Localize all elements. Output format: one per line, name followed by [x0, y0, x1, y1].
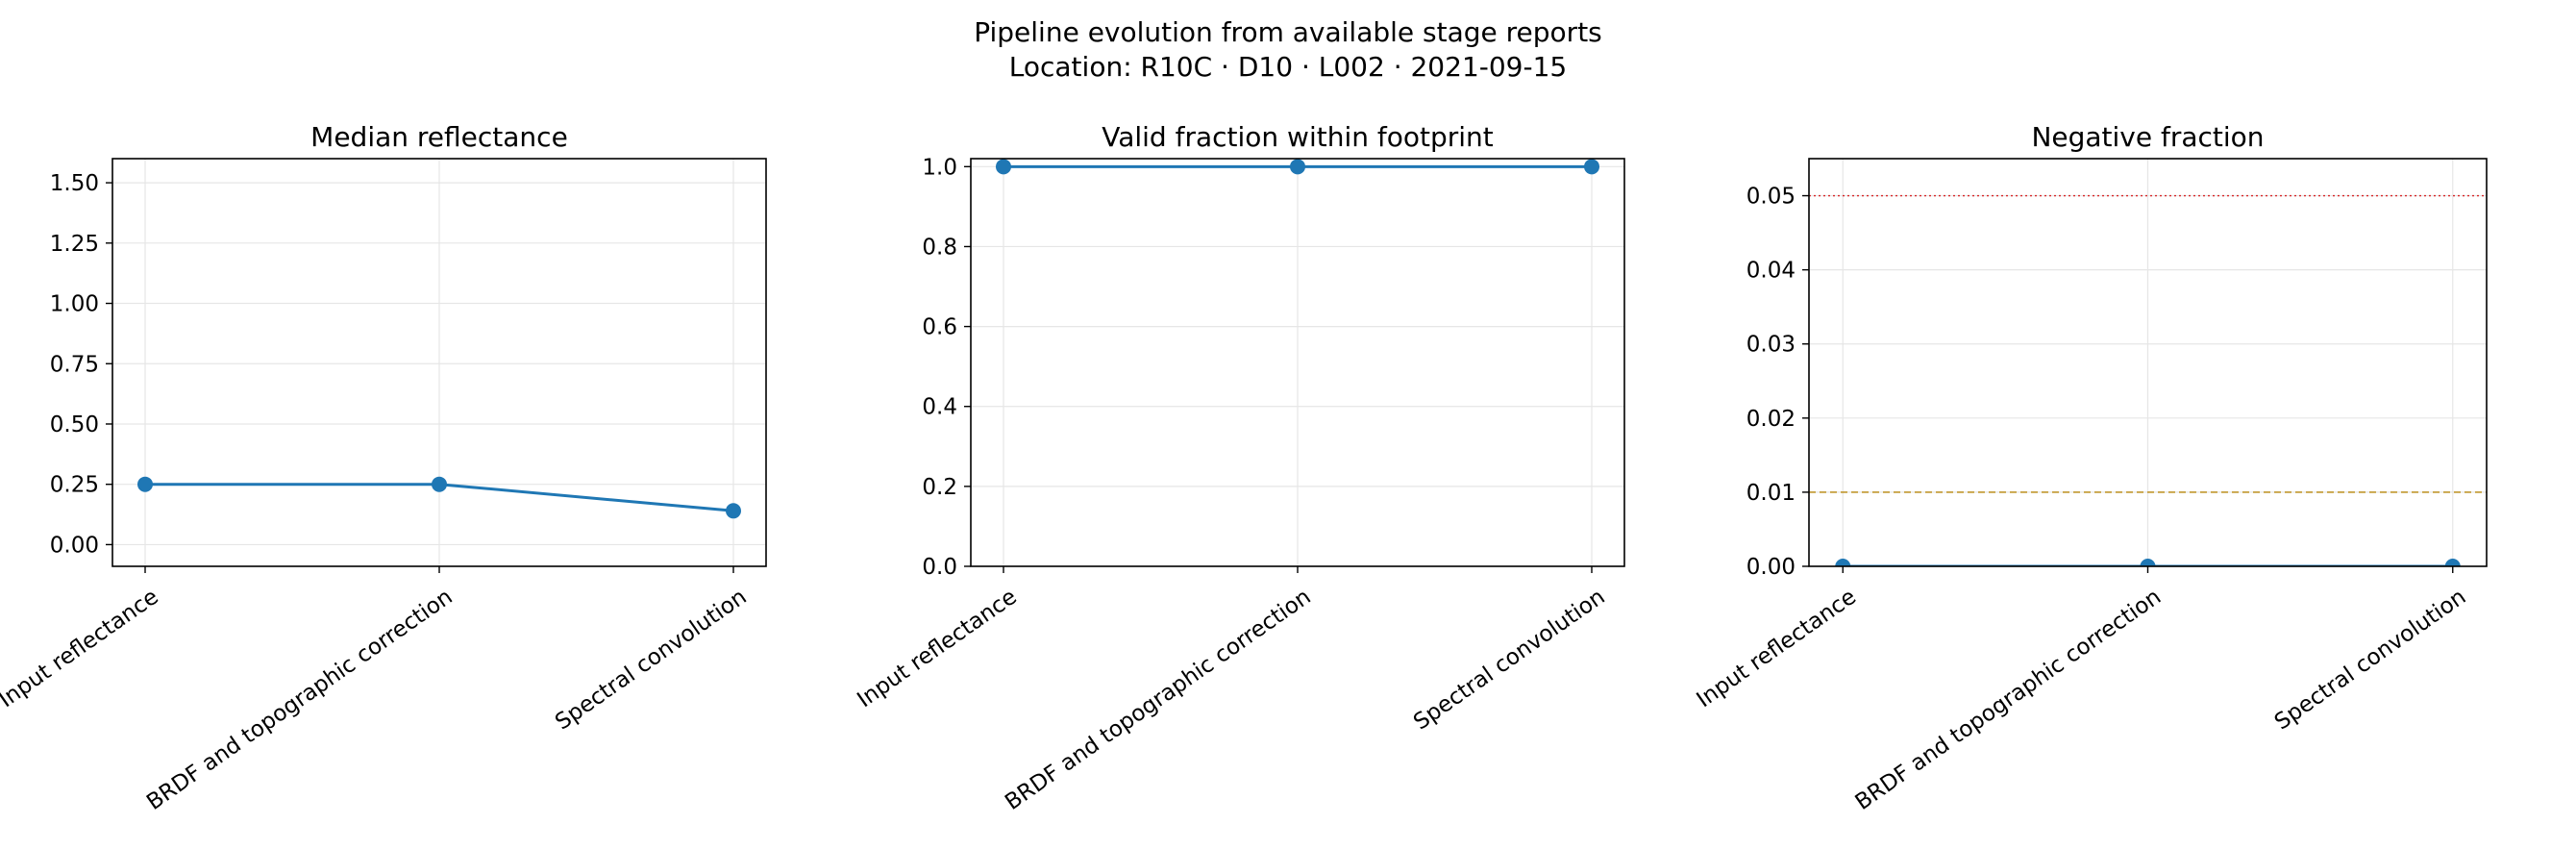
data-point: [996, 159, 1011, 175]
y-tick-label: 0.8: [922, 235, 957, 260]
y-tick-label: 0.04: [1746, 259, 1796, 284]
y-tick-label: 0.01: [1746, 481, 1796, 506]
data-point: [137, 476, 153, 492]
figure-title-line1: Pipeline evolution from available stage …: [974, 16, 1602, 48]
data-point: [2444, 559, 2461, 566]
y-tick-label: 0.2: [922, 475, 957, 500]
figure-title-line2: Location: R10C · D10 · L002 · 2021-09-15: [1009, 51, 1567, 83]
panel-title: Median reflectance: [310, 121, 568, 153]
y-tick-label: 0.0: [922, 555, 957, 580]
data-point: [1290, 159, 1305, 175]
data-point: [1584, 159, 1599, 175]
panel-title: Valid fraction within footprint: [1102, 121, 1494, 153]
data-point: [726, 503, 741, 519]
y-tick-label: 1.50: [50, 171, 99, 196]
y-tick-label: 0.25: [50, 473, 99, 498]
y-tick-label: 0.00: [1746, 555, 1796, 580]
y-tick-label: 0.4: [922, 395, 957, 420]
y-tick-label: 0.03: [1746, 333, 1796, 358]
data-point: [1835, 559, 1851, 566]
y-tick-label: 0.02: [1746, 407, 1796, 432]
panel-title: Negative fraction: [2031, 121, 2264, 153]
y-tick-label: 1.00: [50, 292, 99, 317]
data-point: [432, 476, 447, 492]
y-tick-label: 0.6: [922, 315, 957, 340]
y-tick-label: 0.50: [50, 412, 99, 437]
y-tick-label: 1.25: [50, 232, 99, 257]
y-tick-label: 0.00: [50, 533, 99, 558]
y-tick-label: 0.05: [1746, 185, 1796, 210]
y-tick-label: 1.0: [922, 155, 957, 180]
data-point: [2140, 559, 2156, 566]
y-tick-label: 0.75: [50, 352, 99, 377]
